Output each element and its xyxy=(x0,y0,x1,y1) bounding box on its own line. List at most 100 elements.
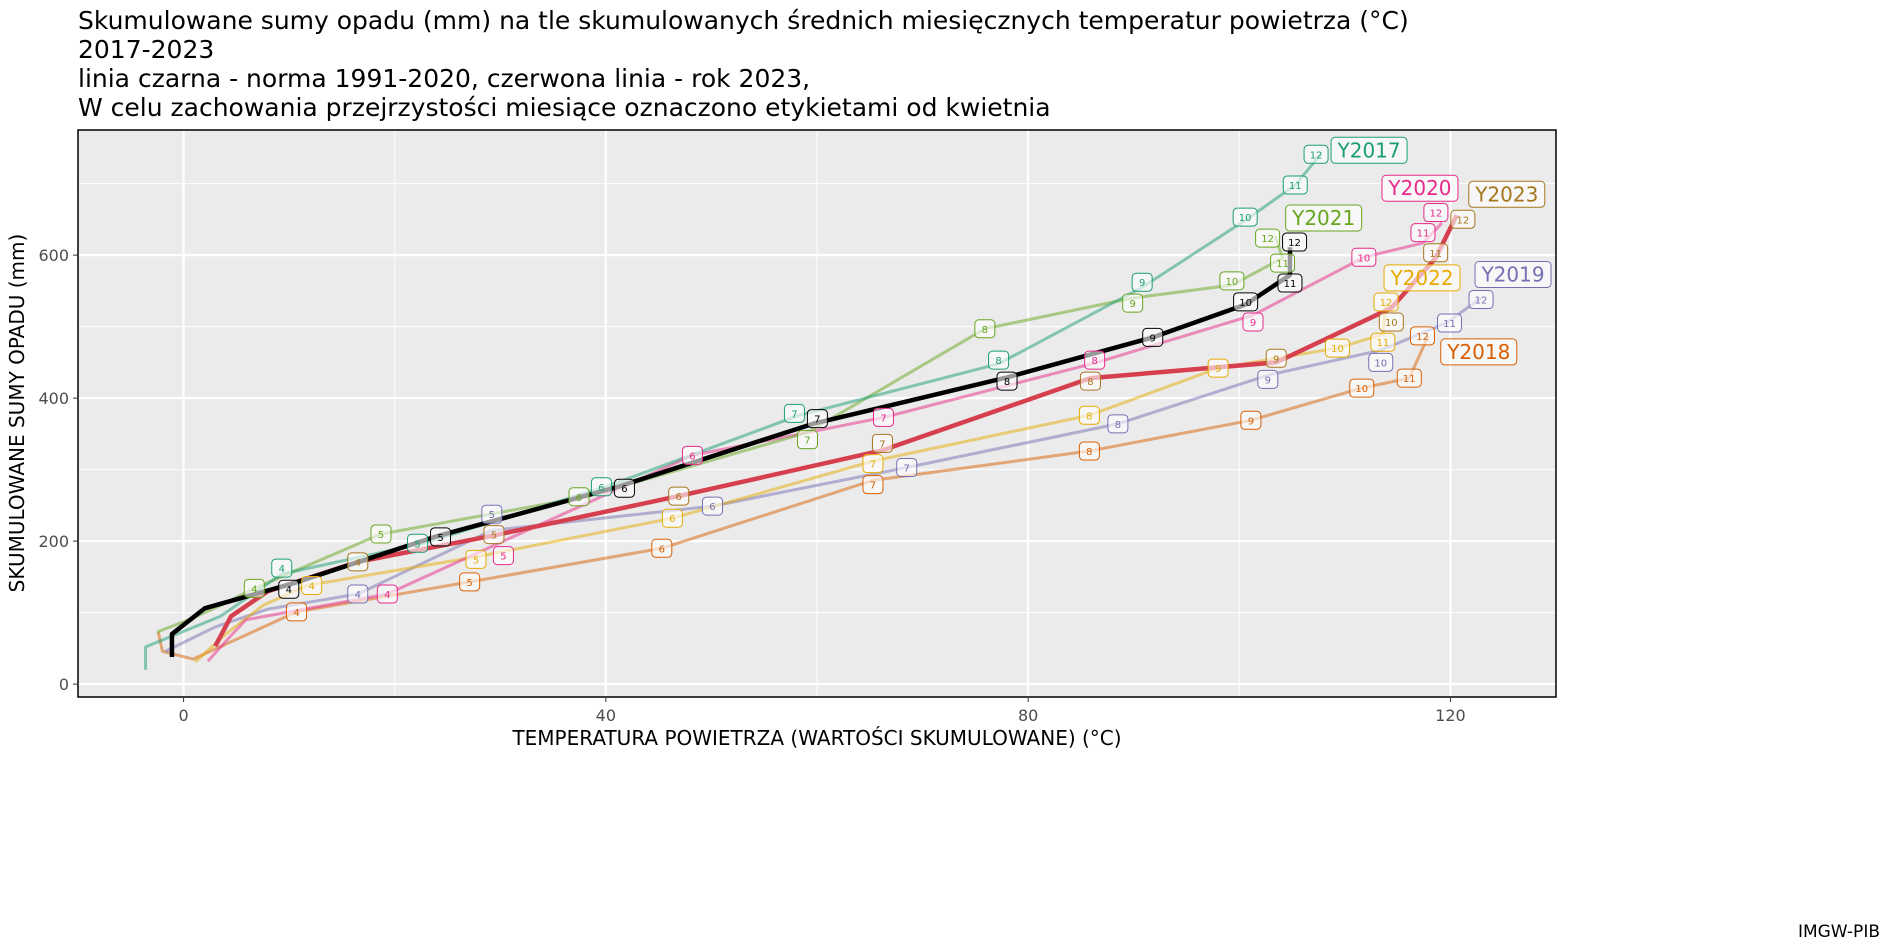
series-end-label-box xyxy=(1468,180,1546,208)
month-label-box xyxy=(271,558,293,578)
title-line-4: W celu zachowania przejrzystości miesiąc… xyxy=(78,93,1051,122)
month-label-box xyxy=(701,496,723,516)
month-label-text: 10 xyxy=(1355,384,1368,395)
month-label-text: 8 xyxy=(1115,420,1121,431)
month-label: 4 xyxy=(271,558,293,578)
series-end-label-box xyxy=(1440,338,1518,366)
month-label-text: 11 xyxy=(1376,338,1389,349)
month-label-text: 6 xyxy=(576,493,582,504)
month-label-text: 9 xyxy=(1265,375,1271,386)
month-label-text: 5 xyxy=(437,533,443,544)
month-label-text: 12 xyxy=(1430,209,1443,220)
series-end-label-y2023: Y2023 xyxy=(1468,180,1546,208)
month-label-text: 9 xyxy=(1273,354,1279,365)
month-label-text: 9 xyxy=(1129,299,1135,310)
month-label-text: 7 xyxy=(880,413,886,424)
month-label: 10 xyxy=(1378,312,1404,332)
x-tick-label: 40 xyxy=(596,706,616,725)
month-label-box xyxy=(1423,243,1449,263)
month-label-box xyxy=(347,584,369,604)
month-label-text: 5 xyxy=(473,555,479,566)
month-label-box xyxy=(1257,369,1279,389)
y-tick-label: 0 xyxy=(59,675,69,694)
month-label: 9 xyxy=(1131,272,1153,292)
month-label: 4 xyxy=(301,575,323,595)
month-label-text: 9 xyxy=(1248,416,1254,427)
month-label-box xyxy=(1084,350,1106,370)
series-end-label-y2018: Y2018 xyxy=(1440,338,1518,366)
month-label: 9 xyxy=(1122,293,1144,313)
month-label-box xyxy=(568,487,590,507)
y-tick-label: 600 xyxy=(38,246,69,265)
month-label-text: 5 xyxy=(489,510,495,521)
month-label-box xyxy=(1437,313,1463,333)
month-label-box xyxy=(613,478,635,498)
month-label-text: 12 xyxy=(1380,298,1393,309)
series-end-label-y2019: Y2019 xyxy=(1474,261,1552,289)
month-label-box xyxy=(243,578,265,598)
month-label: 11 xyxy=(1437,313,1463,333)
month-label: 12 xyxy=(1450,209,1476,229)
month-label: 12 xyxy=(1409,326,1435,346)
month-label-text: 4 xyxy=(384,590,390,601)
month-label-box xyxy=(481,504,503,524)
x-tick-label: 120 xyxy=(1435,706,1466,725)
month-label-box xyxy=(1423,203,1449,223)
month-label: 9 xyxy=(1257,369,1279,389)
month-label: 8 xyxy=(974,319,996,339)
month-label-box xyxy=(1107,414,1129,434)
month-label-box xyxy=(286,602,308,622)
month-label: 7 xyxy=(896,457,918,477)
month-label: 7 xyxy=(873,407,895,427)
month-label: 10 xyxy=(1351,247,1377,267)
month-label-box xyxy=(783,403,805,423)
month-label-box xyxy=(1079,371,1101,391)
month-label: 5 xyxy=(407,533,429,553)
month-label: 12 xyxy=(1255,228,1281,248)
month-label-text: 6 xyxy=(669,514,675,525)
month-label: 12 xyxy=(1423,203,1449,223)
series-end-label-y2022: Y2022 xyxy=(1383,264,1461,292)
month-label-box xyxy=(1219,271,1245,291)
series-end-label-text: Y2019 xyxy=(1480,263,1544,287)
month-label: 10 xyxy=(1324,338,1350,358)
month-label-box xyxy=(430,527,452,547)
month-label: 10 xyxy=(1368,352,1394,372)
month-label-text: 7 xyxy=(791,409,797,420)
y-tick-label: 200 xyxy=(38,532,69,551)
month-label-text: 5 xyxy=(491,531,497,542)
month-label: 12 xyxy=(1373,292,1399,312)
month-label-box xyxy=(661,508,683,528)
chart-title: Skumulowane sumy opadu (mm) na tle skumu… xyxy=(78,6,1409,122)
month-label: 4 xyxy=(243,578,265,598)
month-label-box xyxy=(459,572,481,592)
month-label-box xyxy=(1396,368,1422,388)
month-label-text: 12 xyxy=(1475,296,1488,307)
month-label-box xyxy=(1265,348,1287,368)
x-tick-label: 0 xyxy=(178,706,188,725)
month-label-text: 12 xyxy=(1456,215,1469,226)
month-label-box xyxy=(1368,352,1394,372)
month-label-box xyxy=(1409,326,1435,346)
month-label-box xyxy=(1277,273,1303,293)
month-label-box xyxy=(1142,327,1164,347)
month-label: 9 xyxy=(1242,312,1264,332)
month-label-box xyxy=(1078,441,1100,461)
month-label: 12 xyxy=(1282,232,1308,252)
month-label-text: 8 xyxy=(982,325,988,336)
month-label-text: 4 xyxy=(286,585,292,596)
month-label-box xyxy=(1270,253,1296,273)
plot-border xyxy=(77,129,1557,698)
month-label-text: 8 xyxy=(1004,377,1010,388)
month-label-text: 10 xyxy=(1357,253,1370,264)
grid xyxy=(78,130,1556,697)
series-end-label-box xyxy=(1285,204,1363,232)
month-label-box xyxy=(988,350,1010,370)
month-label: 9 xyxy=(1142,327,1164,347)
month-label-box xyxy=(1240,410,1262,430)
month-label: 7 xyxy=(862,454,884,474)
month-label-text: 11 xyxy=(1417,229,1430,240)
month-label-text: 11 xyxy=(1403,374,1416,385)
month-label: 8 xyxy=(1078,405,1100,425)
month-label-text: 7 xyxy=(904,463,910,474)
